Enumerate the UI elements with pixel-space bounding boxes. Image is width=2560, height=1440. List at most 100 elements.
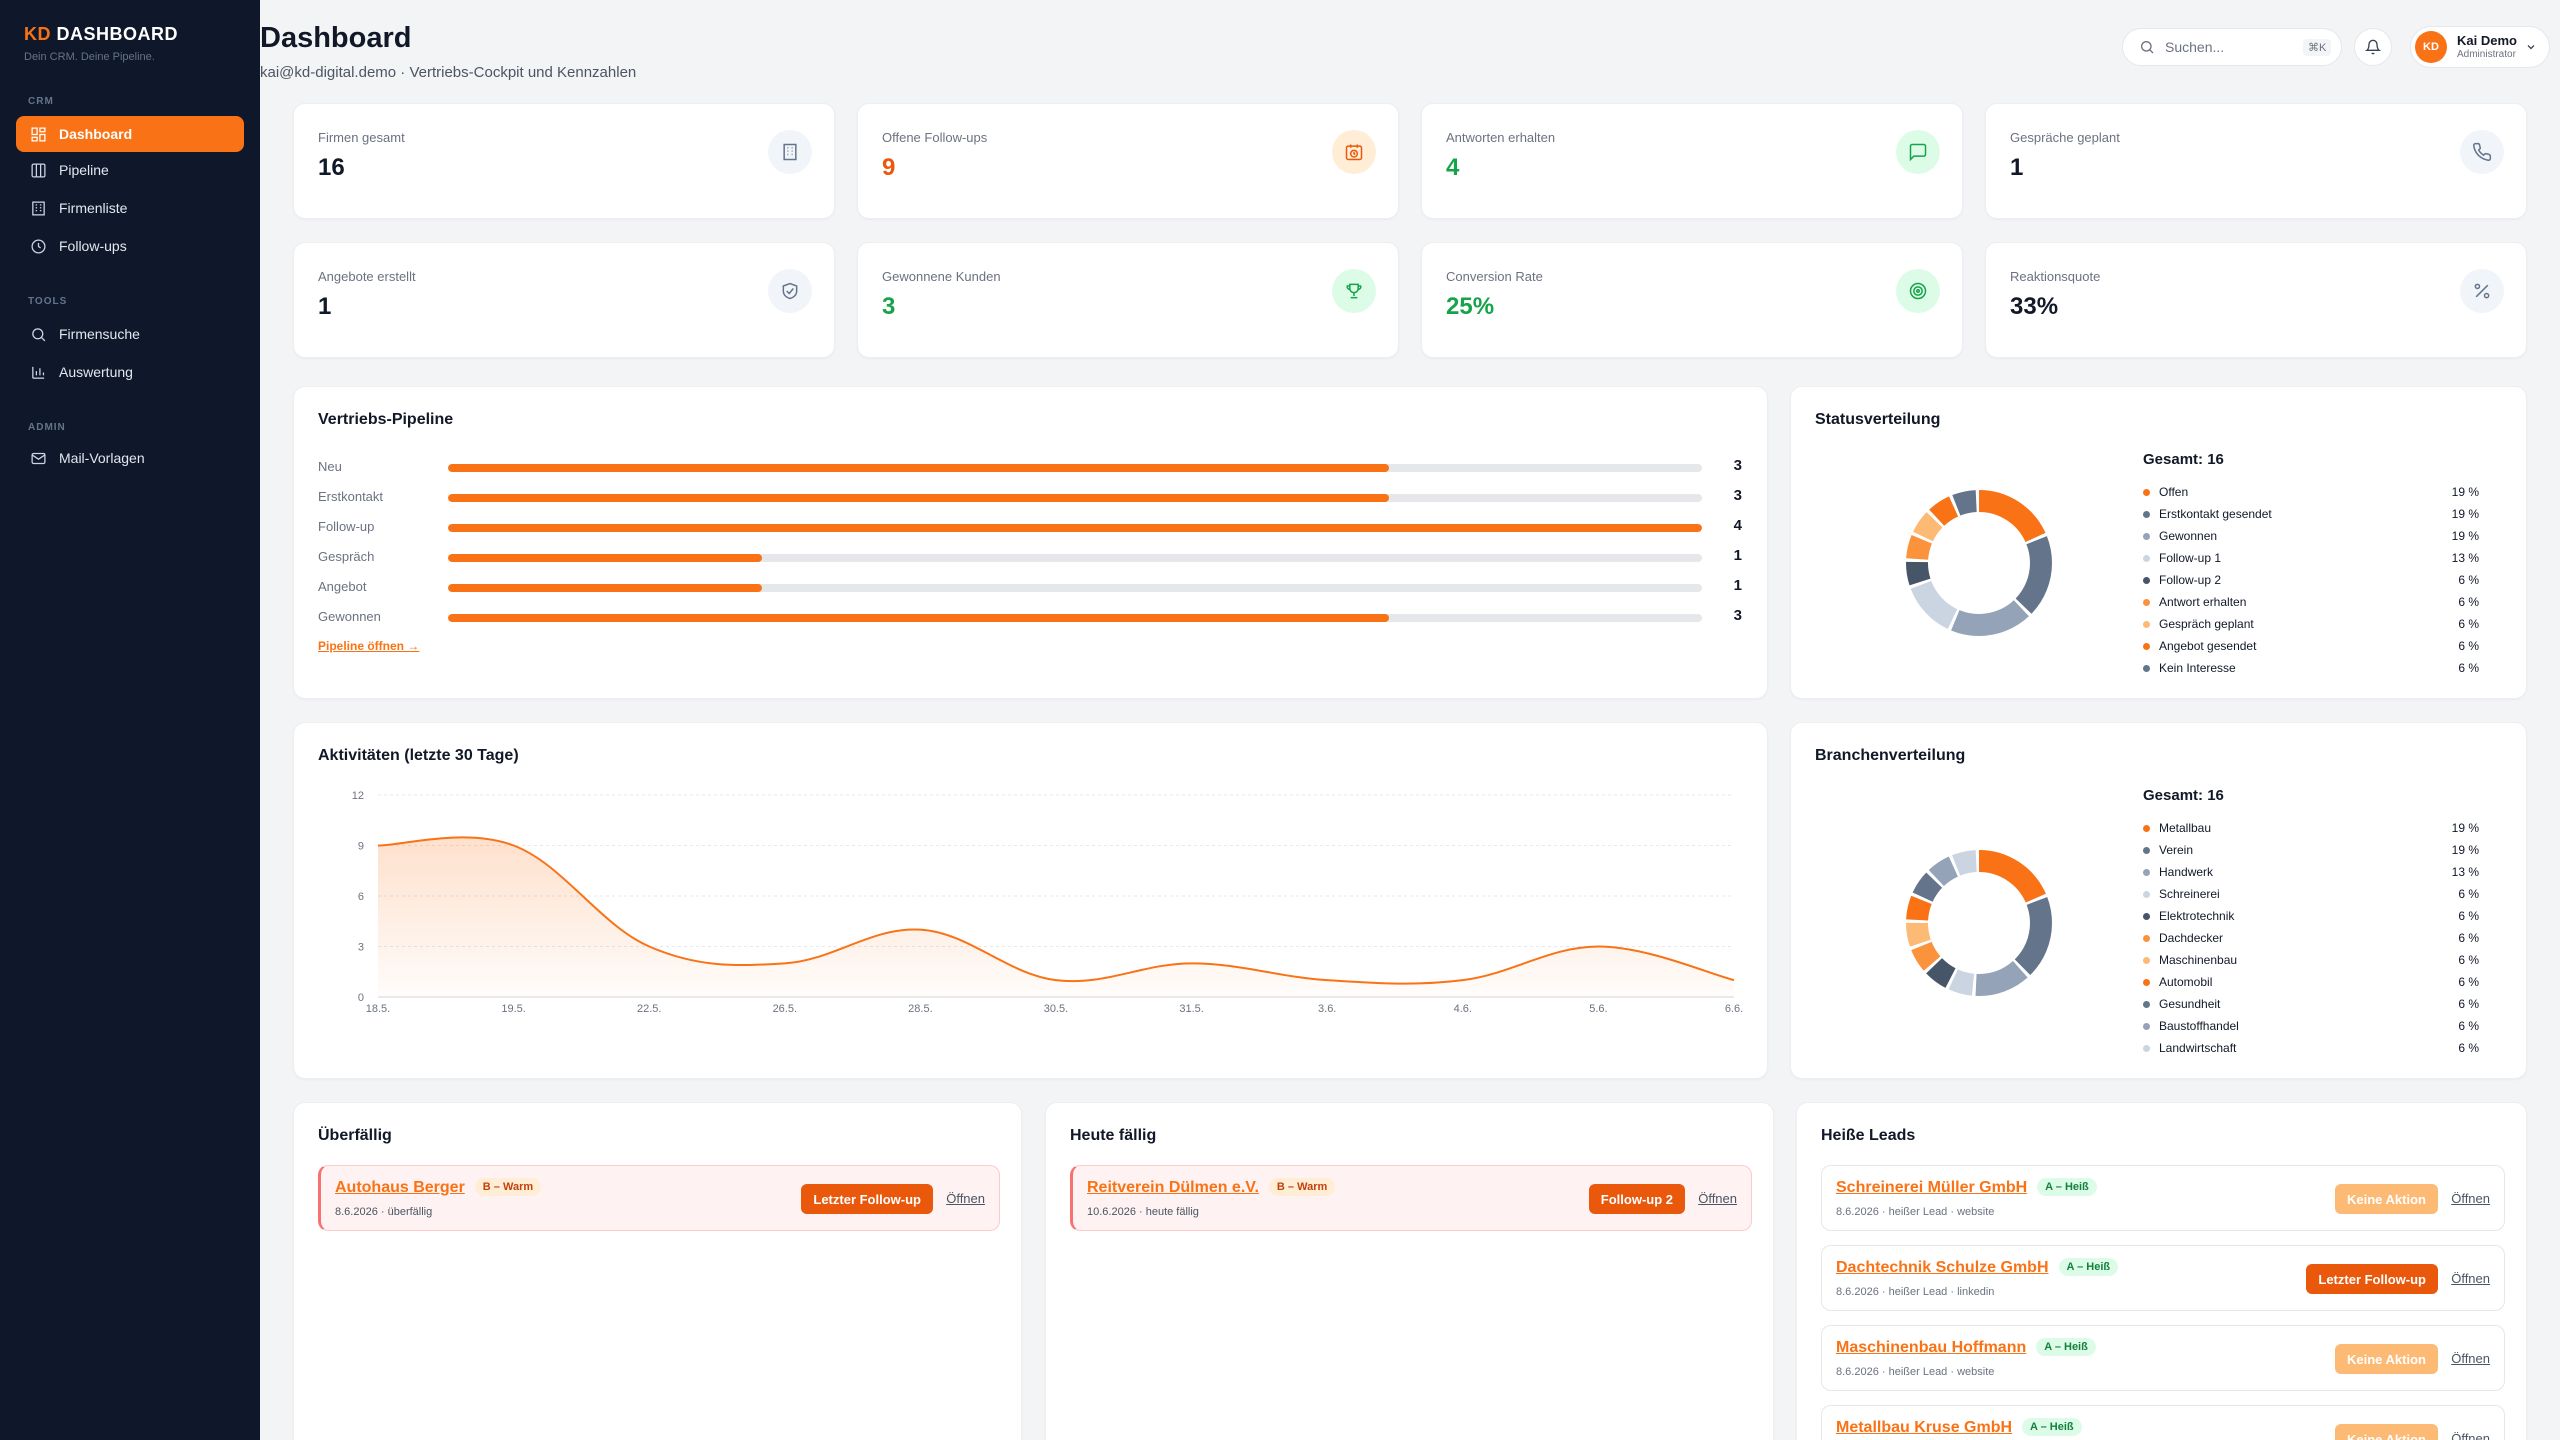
- pipeline-stage-track: [448, 614, 1702, 622]
- x-tick-label: 5.6.: [1589, 1003, 1607, 1015]
- legend-label: Dachdecker: [2159, 931, 2224, 945]
- overdue-title: Überfällig: [318, 1127, 392, 1144]
- legend-percent: 6 %: [2458, 975, 2479, 989]
- lead-action-button[interactable]: Keine Aktion: [2335, 1184, 2438, 1214]
- legend-item: Maschinenbau 6 %: [2143, 949, 2479, 971]
- lead-open-link[interactable]: Öffnen: [2451, 1351, 2490, 1366]
- legend-percent: 19 %: [2451, 843, 2479, 857]
- donut-slice: [1906, 490, 2052, 636]
- donut-slice: [1906, 490, 2052, 636]
- nav-section-tools: TOOLS: [28, 296, 68, 307]
- status-legend: Offen 19 % Erstkontakt gesendet 19 % Gewonne…: [2143, 481, 2479, 679]
- notifications-button[interactable]: [2354, 28, 2392, 66]
- kpi-icon-wrap: [2460, 269, 2504, 313]
- task-action-button[interactable]: Letzter Follow-up: [801, 1184, 933, 1214]
- lead-action-button[interactable]: Keine Aktion: [2335, 1344, 2438, 1374]
- lead-company-link[interactable]: Metallbau Kruse GmbH A – Heiß: [1836, 1418, 2082, 1437]
- task-company-name: Reitverein Dülmen e.V.: [1087, 1179, 1259, 1196]
- sidebar-item-auswertung[interactable]: Auswertung: [16, 354, 244, 390]
- brand-logo[interactable]: KD DASHBOARD: [24, 24, 178, 45]
- legend-label: Automobil: [2159, 975, 2213, 989]
- sidebar-item-dashboard[interactable]: Dashboard: [16, 116, 244, 152]
- pipeline-stage-label: Neu: [318, 459, 342, 474]
- task-open-link[interactable]: Öffnen: [946, 1191, 985, 1206]
- lead-company-link[interactable]: Dachtechnik Schulze GmbH A – Heiß: [1836, 1258, 2119, 1277]
- pipeline-open-link[interactable]: Pipeline öffnen →: [318, 639, 420, 653]
- lead-open-link[interactable]: Öffnen: [2451, 1191, 2490, 1206]
- lead-action-button[interactable]: Keine Aktion: [2335, 1424, 2438, 1440]
- legend-label: Elektrotechnik: [2159, 909, 2235, 923]
- pipeline-stage-count: 3: [1733, 457, 1742, 474]
- lead-open-link[interactable]: Öffnen: [2451, 1271, 2490, 1286]
- x-tick-label: 18.5.: [366, 1003, 390, 1015]
- legend-swatch: [2143, 934, 2150, 942]
- lead-company-link[interactable]: Maschinenbau Hoffmann A – Heiß: [1836, 1338, 2096, 1357]
- message-icon: [1909, 143, 1927, 162]
- pipeline-stage-row: Neu 3: [318, 457, 1742, 477]
- legend-label: Gewonnen: [2159, 529, 2218, 543]
- pipeline-stage-count: 1: [1733, 547, 1742, 564]
- kpi-label: Offene Follow-ups: [882, 130, 988, 145]
- lead-open-link[interactable]: Öffnen: [2451, 1431, 2490, 1440]
- bell-icon: [2365, 39, 2381, 55]
- legend-item: Baustoffhandel 6 %: [2143, 1015, 2479, 1037]
- task-company-link[interactable]: Reitverein Dülmen e.V. B – Warm: [1087, 1178, 1336, 1197]
- today-title: Heute fällig: [1070, 1127, 1157, 1144]
- sidebar-item-pipeline[interactable]: Pipeline: [16, 152, 244, 188]
- legend-swatch: [2143, 532, 2150, 540]
- hot-leads-card: Heiße Leads Schreinerei Müller GmbH A – H…: [1796, 1102, 2527, 1440]
- kpi-card-reaktionsquote: Reaktionsquote 33%: [1985, 242, 2527, 358]
- kpi-card-antworten-erhalten: Antworten erhalten 4: [1421, 103, 1963, 219]
- legend-label: Erstkontakt gesendet: [2159, 507, 2272, 521]
- sidebar-item-mail-vorlagen[interactable]: Mail-Vorlagen: [16, 440, 244, 476]
- x-tick-label: 31.5.: [1179, 1003, 1203, 1015]
- legend-item: Gewonnen 19 %: [2143, 525, 2479, 547]
- user-role: Administrator: [2457, 48, 2516, 60]
- trophy-icon: [1346, 283, 1362, 299]
- page-subtitle: kai@kd-digital.demo · Vertriebs-Cockpit …: [260, 64, 637, 81]
- legend-percent: 19 %: [2451, 821, 2479, 835]
- kpi-value: 16: [318, 154, 345, 181]
- search-input[interactable]: [2165, 39, 2295, 55]
- lead-action-button[interactable]: Letzter Follow-up: [2306, 1264, 2438, 1294]
- overdue-card: Überfällig Autohaus Berger B – Warm 8.6.2…: [293, 1102, 1022, 1440]
- task-company-link[interactable]: Autohaus Berger B – Warm: [335, 1178, 542, 1197]
- pipeline-stage-track: [448, 554, 1702, 562]
- kpi-value: 25%: [1446, 293, 1495, 320]
- pipeline-stage-track: [448, 494, 1702, 502]
- kpi-icon-wrap: [768, 130, 812, 174]
- branches-total: Gesamt: 16: [2143, 787, 2224, 804]
- kpi-value: 4: [1446, 154, 1460, 181]
- pipeline-stage-row: Angebot 1: [318, 577, 1742, 597]
- kpi-label: Angebote erstellt: [318, 269, 416, 284]
- legend-label: Maschinenbau: [2159, 953, 2238, 967]
- search-icon: [2141, 41, 2154, 54]
- activity-card: Aktivitäten (letzte 30 Tage) 0 3 6 9 12 18.5.…: [293, 722, 1768, 1079]
- sidebar-item-firmensuche[interactable]: Firmensuche: [16, 316, 244, 352]
- task-action-button[interactable]: Follow-up 2: [1588, 1184, 1685, 1214]
- user-menu[interactable]: KD Kai Demo Administrator: [2410, 26, 2550, 68]
- legend-label: Handwerk: [2159, 865, 2214, 879]
- lead-company-link[interactable]: Schreinerei Müller GmbH A – Heiß: [1836, 1178, 2097, 1197]
- sidebar-item-follow-ups[interactable]: Follow-ups: [16, 228, 244, 264]
- legend-label: Metallbau: [2159, 821, 2212, 835]
- hot-leads-title: Heiße Leads: [1821, 1127, 1916, 1144]
- kpi-value: 1: [318, 293, 332, 320]
- y-tick-label: 0: [358, 992, 364, 1004]
- kpi-value: 33%: [2010, 293, 2059, 320]
- bar-chart-icon: [32, 366, 45, 379]
- legend-label: Offen: [2159, 485, 2189, 499]
- brand: KD DASHBOARD Dein CRM. Deine Pipeline.: [24, 24, 178, 63]
- legend-item: Gespräch geplant 6 %: [2143, 613, 2479, 635]
- avatar: KD: [2415, 31, 2447, 63]
- legend-swatch: [2143, 642, 2150, 650]
- search-box[interactable]: ⌘K: [2122, 28, 2342, 66]
- status-card: Statusverteilung Gesamt: 16 Offen 19 % Ers…: [1790, 386, 2527, 699]
- search-shortcut: ⌘K: [2303, 38, 2332, 56]
- kpi-icon-wrap: [1896, 130, 1940, 174]
- sidebar-item-firmenliste[interactable]: Firmenliste: [16, 190, 244, 226]
- kpi-label: Gewonnene Kunden: [882, 269, 1001, 284]
- legend-percent: 6 %: [2458, 1041, 2479, 1055]
- task-open-link[interactable]: Öffnen: [1698, 1191, 1737, 1206]
- legend-percent: 6 %: [2458, 953, 2479, 967]
